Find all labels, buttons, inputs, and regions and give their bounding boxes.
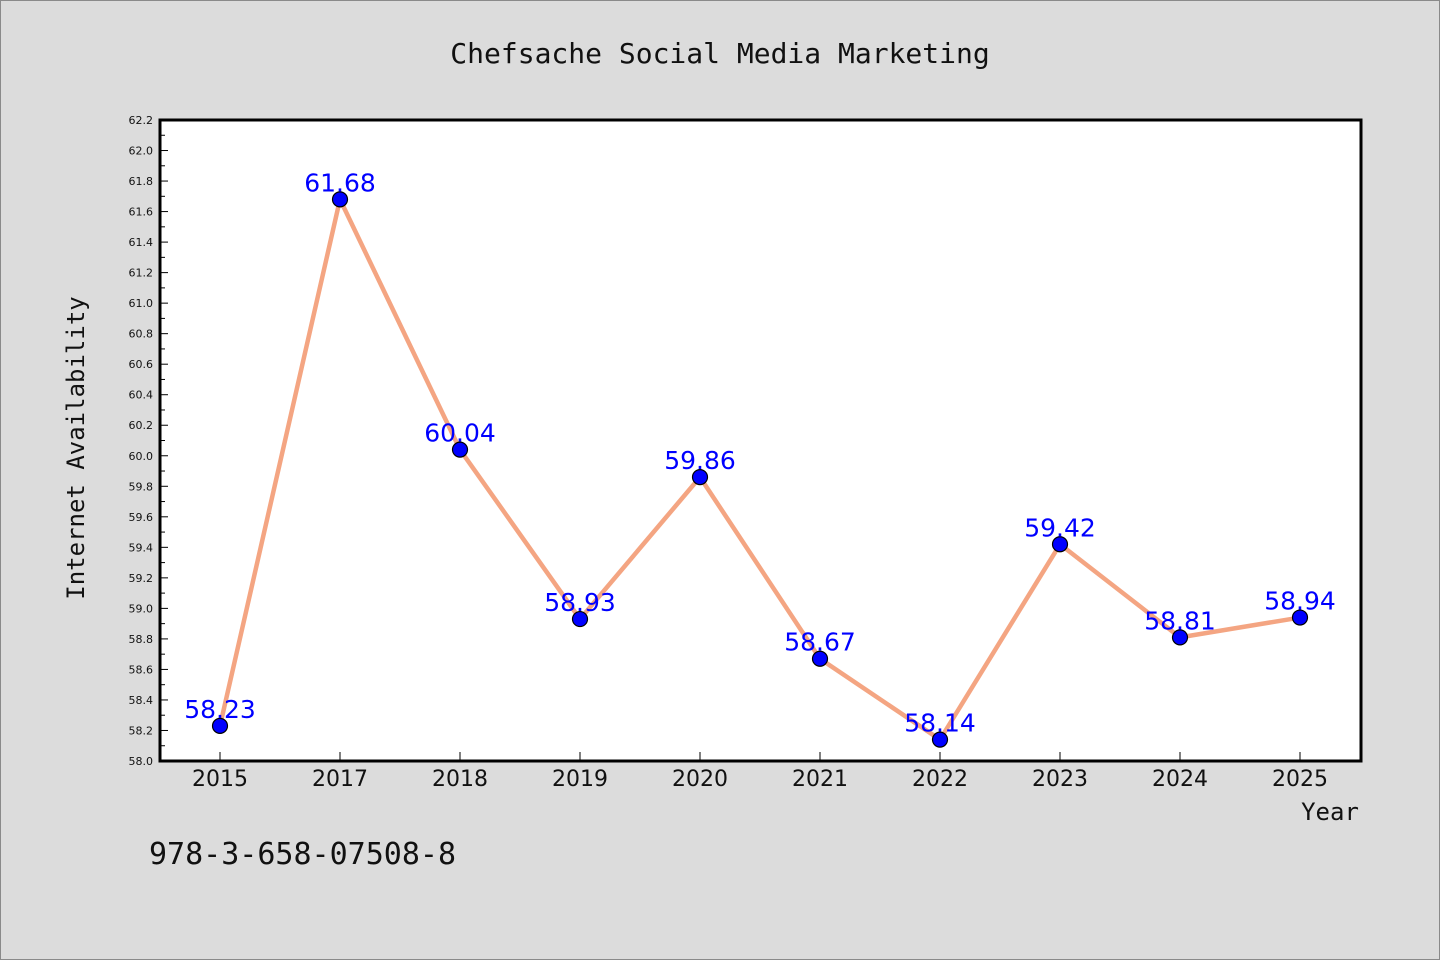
plot-area: [158, 118, 1363, 763]
y-tick-label: 60.2: [129, 419, 154, 432]
data-label: 60.04: [424, 419, 496, 448]
y-tick-label: 60.0: [129, 450, 154, 463]
data-label: 58.23: [184, 695, 256, 724]
y-tick-label: 58.6: [129, 663, 154, 676]
y-tick-label: 59.4: [129, 541, 154, 554]
y-axis-label: Internet Availability: [62, 296, 90, 599]
y-tick-label: 58.8: [129, 633, 154, 646]
chart-title: Chefsache Social Media Marketing: [450, 37, 989, 70]
data-label: 61.68: [304, 168, 376, 197]
x-tick-label: 2021: [792, 767, 848, 792]
y-tick-label: 60.4: [129, 389, 154, 402]
data-label: 58.14: [904, 709, 976, 738]
x-tick-label: 2018: [432, 767, 488, 792]
x-tick-label: 2022: [912, 767, 968, 792]
data-label: 59.86: [664, 446, 736, 475]
y-tick-label: 61.8: [129, 175, 154, 188]
data-point-marker: [1291, 609, 1309, 626]
y-tick-label: 62.0: [129, 145, 154, 158]
y-tick-label: 60.6: [129, 358, 154, 371]
data-point-marker: [1051, 536, 1069, 553]
x-tick-label: 2025: [1272, 767, 1328, 792]
y-tick-label: 58.2: [129, 724, 154, 737]
data-point-marker: [211, 717, 229, 734]
y-tick-label: 60.8: [129, 328, 154, 341]
x-axis-label: Year: [1301, 798, 1359, 826]
isbn-footer: 978-3-658-07508-8: [149, 837, 456, 872]
series-line-group: [217, 197, 1301, 742]
data-point-marker: [1171, 629, 1189, 646]
data-label-group: 58.23 61.68 60.04 58.93 59.86 58.67 58.14 59.42…: [184, 168, 1336, 737]
x-tick-label: 2015: [192, 767, 248, 792]
x-axis: 2015 2017 2018 2019 2020 2021 2022 2023 2024 2025: [192, 752, 1328, 792]
y-axis: 58.0 58.2 58.4 58.6 58.8 59.0 59.2 59.4 59.6 59.8…: [129, 114, 168, 768]
data-label: 58.93: [544, 588, 616, 617]
y-tick-label: 59.0: [129, 602, 154, 615]
y-tick-label: 59.2: [129, 572, 154, 585]
x-tick-label: 2023: [1032, 767, 1088, 792]
data-label: 59.42: [1024, 513, 1096, 542]
data-point-marker: [571, 610, 589, 628]
data-label: 58.81: [1144, 606, 1216, 635]
y-tick-label: 61.0: [129, 297, 154, 310]
y-tick-label: 58.4: [129, 694, 154, 707]
y-tick-label: 59.6: [129, 511, 154, 524]
data-point-marker: [331, 191, 349, 208]
data-point-marker: [931, 731, 949, 748]
y-tick-label: 58.0: [129, 755, 154, 768]
x-tick-label: 2019: [552, 767, 608, 792]
y-tick-label: 62.2: [129, 114, 154, 127]
y-tick-label: 61.4: [129, 236, 154, 249]
series-line: [217, 197, 1301, 742]
x-tick-label: 2017: [312, 767, 368, 792]
marker-group: [211, 191, 1309, 748]
x-tick-label: 2020: [672, 767, 728, 792]
y-tick-label: 61.6: [129, 206, 154, 219]
y-tick-label: 61.2: [129, 267, 154, 280]
x-tick-label: 2024: [1152, 767, 1208, 792]
data-point-marker: [451, 441, 469, 458]
data-point-marker: [811, 650, 829, 667]
data-label: 58.94: [1264, 587, 1336, 616]
data-point-marker: [691, 469, 709, 486]
data-label: 58.67: [784, 628, 856, 657]
y-tick-label: 59.8: [129, 480, 154, 493]
